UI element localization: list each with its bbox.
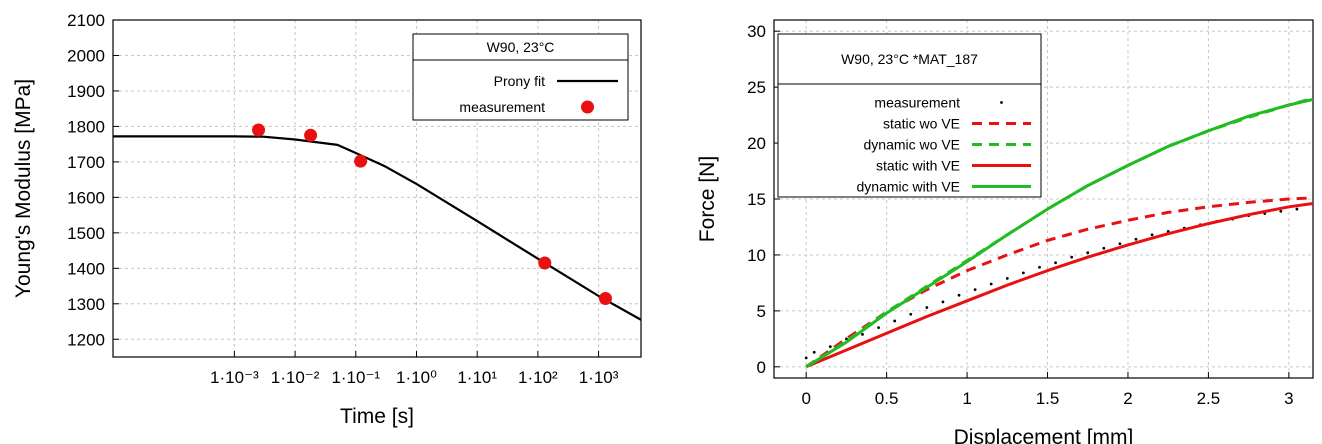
data-point-measurement <box>1295 207 1299 211</box>
data-point-measurement <box>828 345 832 349</box>
x-tick-label: 1·10⁻³ <box>210 368 259 387</box>
legend-label: measurement <box>874 95 960 111</box>
y-tick-label: 1700 <box>67 153 105 172</box>
x-tick-label: 2 <box>1123 389 1132 408</box>
legend-label: static with VE <box>876 158 960 174</box>
x-tick-label: 1·10⁰ <box>396 368 437 387</box>
data-point-measurement <box>1021 271 1025 275</box>
legend-title: W90, 23°C <box>487 39 555 55</box>
data-point-measurement <box>538 256 552 270</box>
data-point-measurement <box>1102 246 1106 250</box>
data-point-measurement <box>989 282 993 286</box>
data-point-measurement <box>877 326 880 330</box>
legend-label: dynamic wo VE <box>864 137 960 153</box>
data-point-measurement <box>973 288 977 292</box>
data-point-measurement <box>909 312 913 316</box>
x-tick-label: 0 <box>801 389 810 408</box>
y-tick-label: 1500 <box>67 224 105 243</box>
y-tick-label: 20 <box>747 134 766 153</box>
data-point-measurement <box>845 337 848 341</box>
data-point-measurement <box>925 306 929 309</box>
legend-swatch <box>581 100 594 114</box>
legend-label: static wo VE <box>883 116 960 132</box>
series-line-dynamic-with-ve <box>805 97 1313 369</box>
x-axis-label: Time [s] <box>340 405 414 428</box>
x-tick-label: 1·10⁻² <box>271 368 320 387</box>
legend: W90, 23°C *MAT_187 measurement static wo V… <box>777 33 1042 198</box>
series-line-static-wo-ve <box>805 196 1313 369</box>
legend-label: measurement <box>459 99 545 115</box>
x-tick-label: 1·10¹ <box>457 368 497 387</box>
y-tick-label: 25 <box>747 78 766 97</box>
x-tick-label: 1.5 <box>1036 389 1060 408</box>
modulus-chart: 1·10⁻³ 1·10⁻² 1·10⁻¹ 1·10⁰ 1·10¹ 1·10² 1·10³ 12… <box>12 11 642 428</box>
data-point-measurement <box>1005 277 1009 280</box>
series-line-static-with-ve <box>805 202 1313 369</box>
y-tick-label: 2000 <box>67 46 105 65</box>
y-tick-label: 5 <box>757 302 766 321</box>
plot-frame <box>773 19 1314 379</box>
data-point-measurement <box>252 123 266 137</box>
x-axis-label: Displacement [mm] <box>954 426 1134 444</box>
data-point-measurement <box>354 154 368 168</box>
y-tick-label: 1600 <box>67 188 105 207</box>
y-tick-label: 15 <box>747 190 766 209</box>
data-point-measurement <box>941 300 945 304</box>
series-layer <box>113 123 641 321</box>
data-point-measurement <box>804 356 808 360</box>
y-tick-label: 1800 <box>67 117 105 136</box>
y-tick-label: 1200 <box>67 330 105 349</box>
data-point-measurement <box>893 319 897 323</box>
x-tick-label: 1·10² <box>518 368 558 387</box>
y-axis-label: Young's Modulus [MPa] <box>12 79 35 298</box>
series-layer <box>804 96 1313 369</box>
x-tick-label: 1 <box>962 389 971 408</box>
x-tick-label: 1·10³ <box>579 368 619 387</box>
legend-label: dynamic with VE <box>857 179 960 195</box>
data-point-measurement <box>1054 261 1057 265</box>
y-tick-label: 1900 <box>67 82 105 101</box>
data-point-measurement <box>1118 242 1122 246</box>
data-point-measurement <box>1038 265 1041 269</box>
y-tick-label: 1300 <box>67 295 105 314</box>
x-tick-label: 1·10⁻¹ <box>331 368 380 387</box>
y-tick-label: 2100 <box>67 11 105 30</box>
data-point-measurement <box>957 293 961 297</box>
y-axis-label: Force [N] <box>696 156 719 242</box>
x-tick-label: 3 <box>1284 389 1293 408</box>
data-point-measurement <box>1150 233 1154 237</box>
legend: W90, 23°C Prony fit measurement <box>412 33 629 121</box>
data-point-measurement <box>1070 255 1074 259</box>
series-line-prony-fit <box>113 135 641 321</box>
y-tick-label: 30 <box>747 22 766 41</box>
y-tick-label: 1400 <box>67 259 105 278</box>
data-point-measurement <box>861 332 864 336</box>
data-point-measurement <box>1134 237 1138 241</box>
data-point-measurement <box>304 128 318 142</box>
legend-swatch <box>1000 101 1003 104</box>
x-tick-label: 0.5 <box>875 389 899 408</box>
y-tick-label: 10 <box>747 246 766 265</box>
data-point-measurement <box>812 350 816 354</box>
legend-label: Prony fit <box>494 73 545 89</box>
x-tick-label: 2.5 <box>1197 389 1221 408</box>
data-point-measurement <box>1279 209 1283 213</box>
y-tick-label: 0 <box>757 358 766 377</box>
legend-title: W90, 23°C *MAT_187 <box>841 51 978 67</box>
data-point-measurement <box>1086 251 1090 255</box>
legend-box <box>777 33 1042 198</box>
plot-frame <box>112 19 642 358</box>
data-point-measurement <box>598 291 612 305</box>
